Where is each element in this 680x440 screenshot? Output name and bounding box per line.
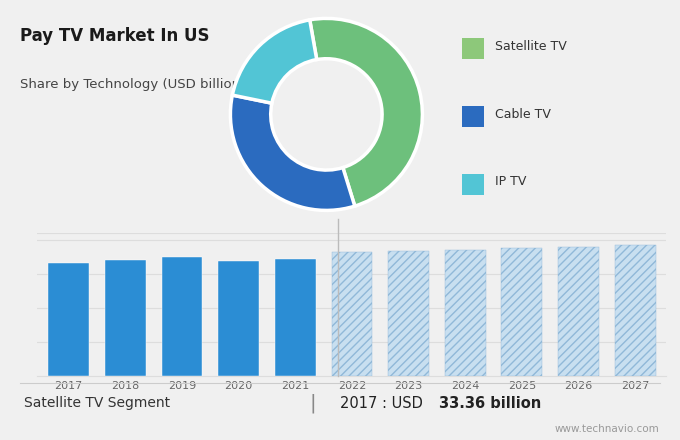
Bar — [558, 247, 599, 376]
Text: Share by Technology (USD billion): Share by Technology (USD billion) — [20, 78, 245, 91]
Bar — [275, 260, 316, 376]
Wedge shape — [309, 18, 422, 206]
Bar — [445, 249, 486, 376]
Text: Satellite TV: Satellite TV — [495, 40, 566, 53]
Bar — [615, 245, 656, 376]
Bar — [332, 252, 372, 376]
Text: Pay TV Market In US: Pay TV Market In US — [20, 27, 210, 45]
Text: Satellite TV Segment: Satellite TV Segment — [24, 396, 170, 410]
Text: |: | — [309, 393, 316, 413]
Bar — [501, 248, 542, 376]
Text: 2017 : USD: 2017 : USD — [340, 396, 428, 411]
Bar — [162, 257, 203, 376]
Wedge shape — [231, 95, 355, 210]
Bar — [388, 251, 429, 376]
Text: Cable TV: Cable TV — [495, 108, 551, 121]
Text: www.technavio.com: www.technavio.com — [555, 424, 660, 434]
Bar — [462, 173, 484, 194]
Bar — [462, 38, 484, 59]
Text: IP TV: IP TV — [495, 176, 526, 188]
Bar — [462, 106, 484, 127]
Bar — [218, 261, 259, 376]
Bar — [48, 263, 89, 376]
Wedge shape — [233, 20, 317, 103]
Bar — [105, 260, 146, 376]
Text: 33.36 billion: 33.36 billion — [439, 396, 541, 411]
